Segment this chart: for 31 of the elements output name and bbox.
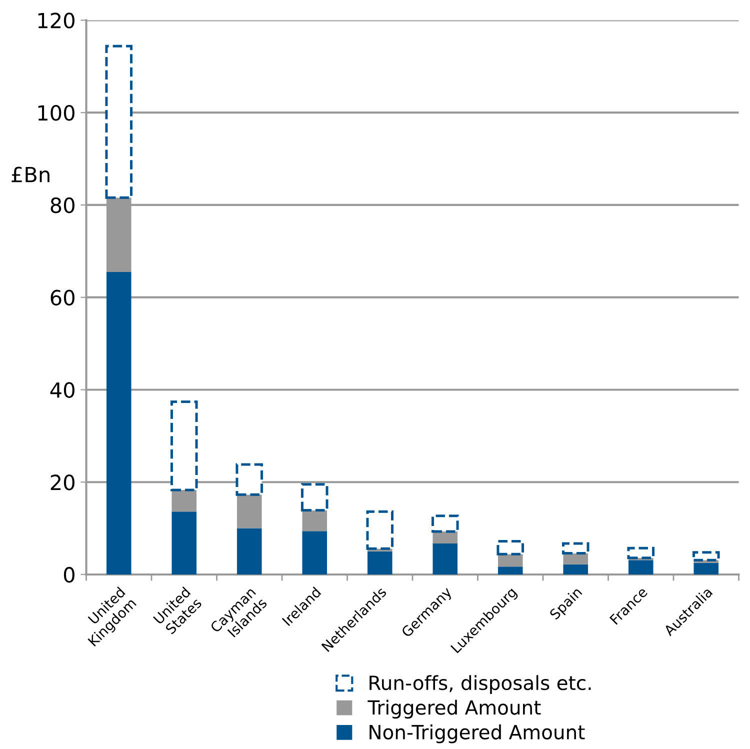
y-tick-label: 100 bbox=[38, 105, 74, 121]
bar bbox=[172, 512, 197, 574]
bar bbox=[302, 510, 328, 532]
bar bbox=[172, 490, 197, 512]
y-tick-label: 40 bbox=[50, 382, 74, 398]
bar bbox=[105, 44, 133, 199]
bar bbox=[432, 544, 458, 574]
bar bbox=[498, 566, 523, 574]
bar bbox=[431, 514, 459, 533]
y-tick-label: 80 bbox=[50, 197, 74, 214]
bar bbox=[236, 463, 264, 496]
legend-label: Triggered Amount bbox=[368, 700, 541, 719]
y-tick-label: 120 bbox=[38, 12, 74, 28]
bar bbox=[432, 532, 458, 544]
bar bbox=[496, 540, 524, 556]
bar bbox=[300, 483, 328, 512]
bar bbox=[562, 542, 590, 554]
legend-label: Non-Triggered Amount bbox=[370, 724, 585, 744]
bar bbox=[563, 564, 588, 574]
y-tick-label: 0 bbox=[64, 566, 74, 583]
legend-label: Run-offs, disposals etc. bbox=[370, 675, 591, 694]
y-tick-label: 60 bbox=[50, 290, 74, 306]
bar bbox=[498, 554, 523, 567]
bar bbox=[563, 553, 588, 564]
bar bbox=[106, 272, 132, 574]
bar bbox=[236, 494, 262, 528]
y-tick-label: 20 bbox=[50, 474, 74, 490]
y-axis-title: £Bn bbox=[12, 166, 50, 182]
bar bbox=[170, 400, 198, 492]
bar bbox=[302, 531, 328, 574]
bar bbox=[236, 528, 262, 574]
